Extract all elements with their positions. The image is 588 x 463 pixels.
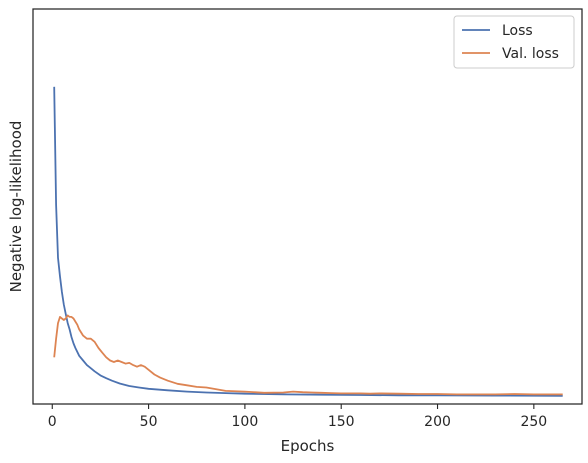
series-line-loss bbox=[53, 86, 563, 397]
series-line-val-loss bbox=[53, 314, 563, 396]
x-tick-label: 200 bbox=[424, 414, 451, 430]
series-layer bbox=[53, 86, 563, 397]
legend: Loss Val. loss bbox=[453, 15, 575, 69]
plot-frame bbox=[32, 8, 583, 405]
legend-box bbox=[453, 15, 575, 69]
x-tick-label: 50 bbox=[140, 414, 158, 430]
x-tick-label: 250 bbox=[520, 414, 547, 430]
x-tick-label: 150 bbox=[328, 414, 355, 430]
legend-label-loss: Loss bbox=[502, 23, 533, 39]
x-tick-label: 100 bbox=[232, 414, 259, 430]
x-axis: 0 50 100 150 200 250 bbox=[48, 404, 547, 430]
x-tick-label: 0 bbox=[48, 414, 57, 430]
x-axis-label: Epochs bbox=[281, 437, 335, 455]
legend-label-val-loss: Val. loss bbox=[502, 46, 559, 62]
y-axis-label: Negative log-likelihood bbox=[7, 121, 25, 293]
